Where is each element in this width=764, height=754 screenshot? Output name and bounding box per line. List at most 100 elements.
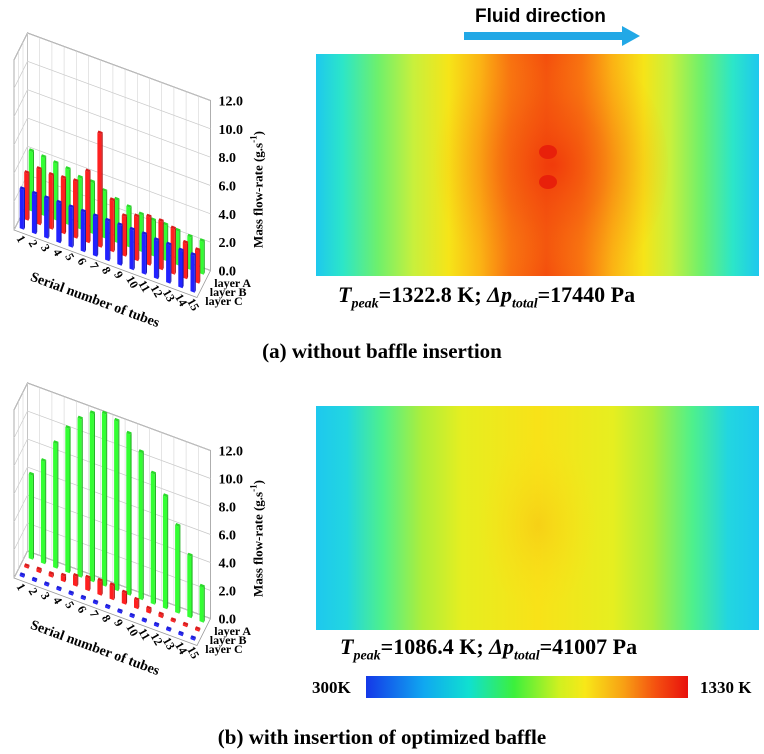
bar-layer-b-tube-5 — [73, 573, 79, 587]
bar-layer-c-tube-8 — [105, 603, 111, 610]
bar-layer-a-tube-15 — [199, 238, 205, 275]
bar-layer-c-tube-1 — [19, 186, 25, 230]
bar-layer-b-tube-12 — [158, 218, 164, 271]
fluid-direction-label: Fluid direction — [475, 6, 606, 27]
layer-label: layer B — [210, 285, 247, 299]
colorbar — [366, 676, 688, 698]
bar-layer-c-tube-5 — [68, 590, 74, 596]
bar-layer-c-tube-14 — [178, 247, 184, 289]
bar-layer-c-tube-8 — [105, 217, 111, 262]
bar-layer-c-tube-5 — [68, 204, 74, 248]
bars — [19, 130, 205, 293]
z-tick-label: 4.0 — [219, 557, 237, 572]
bar-layer-b-tube-6 — [85, 168, 91, 244]
bar-layer-b-tube-9 — [121, 589, 128, 605]
bar-layer-c-tube-1 — [19, 572, 25, 578]
bar-layer-b-tube-11 — [146, 213, 152, 266]
bar-layer-b-tube-10 — [134, 596, 140, 610]
bar-layer-b-tube-13 — [170, 617, 176, 623]
bar-layer-a-tube-6 — [89, 410, 95, 583]
caption-a: (a) without baffle insertion — [262, 339, 502, 363]
bar-layer-c-tube-3 — [44, 581, 50, 587]
fluid-direction-arrow-icon — [464, 26, 640, 46]
x-axis-title: Serial number of tubes — [28, 618, 162, 679]
bar-layer-b-tube-2 — [36, 166, 42, 226]
bar-layer-c-tube-15 — [190, 635, 196, 641]
layer-label: layer C — [205, 294, 242, 308]
bar-layer-c-tube-6 — [80, 208, 86, 253]
bar-chart-3d-b: 0.0 2.0 4.0 6.0 8.0 10.0 12.0 Mass flow-rate (g… — [13, 382, 266, 679]
bar-layer-b-tube-8 — [109, 197, 115, 253]
bar-layer-a-tube-5 — [77, 415, 83, 578]
bar-layer-c-tube-11 — [141, 617, 147, 623]
bar-layer-b-tube-11 — [146, 605, 152, 614]
z-tick-label: 8.0 — [219, 501, 237, 516]
bar-layer-b-tube-3 — [48, 172, 54, 230]
bar-layer-c-tube-11 — [141, 231, 147, 275]
z-tick-label: 6.0 — [219, 529, 237, 544]
bar-layer-a-tube-7 — [101, 410, 108, 587]
bar-layer-b-tube-2 — [36, 566, 42, 574]
bar-layer-a-tube-9 — [126, 430, 132, 596]
bar-layer-a-tube-12 — [162, 493, 169, 610]
bar-layer-b-tube-7 — [97, 130, 103, 248]
caption-b: (b) with insertion of optimized baffle — [217, 725, 547, 749]
bar-layer-a-tube-15 — [199, 583, 205, 623]
bar-layer-b-tube-4 — [60, 572, 67, 583]
z-tick-label: 12.0 — [219, 95, 244, 110]
bar-layer-b-tube-1 — [24, 170, 30, 221]
z-tick-label: 10.0 — [219, 473, 244, 488]
result-line-a: Tpeak=1322.8 K; Δptotal=17440 Pa — [338, 282, 636, 312]
bar-layer-c-tube-2 — [31, 190, 38, 235]
bar-layer-c-tube-13 — [166, 241, 172, 284]
temperature-contour-a — [316, 54, 759, 276]
z-tick-label: 10.0 — [219, 123, 244, 138]
bar-layer-b-tube-9 — [121, 213, 128, 257]
z-tick-label: 2.0 — [219, 236, 237, 251]
bar-layer-b-tube-1 — [24, 563, 30, 569]
bar-layer-c-tube-7 — [92, 213, 99, 257]
bar-layer-b-tube-3 — [48, 571, 54, 578]
bar-layer-a-tube-10 — [138, 449, 144, 601]
z-tick-label: 0.0 — [219, 265, 237, 280]
z-tick-label: 8.0 — [219, 151, 237, 166]
bar-layer-c-tube-13 — [166, 626, 172, 632]
z-tick-label: 2.0 — [219, 585, 237, 600]
bar-layer-b-tube-12 — [158, 611, 164, 619]
bar-layer-c-tube-6 — [80, 594, 86, 601]
temperature-contour-b — [316, 406, 759, 630]
bar-layer-b-tube-8 — [109, 582, 115, 601]
bar-layer-a-tube-4 — [65, 425, 71, 574]
bar-layer-c-tube-3 — [44, 195, 50, 239]
z-axis-title: Mass flow-rate (g.s-1) — [249, 131, 266, 248]
bar-layer-a-tube-3 — [53, 440, 59, 569]
bar-layer-c-tube-12 — [153, 621, 160, 628]
result-line-b: Tpeak=1086.4 K; Δptotal=41007 Pa — [340, 634, 638, 664]
bar-layer-c-tube-10 — [129, 226, 135, 271]
bar-layer-a-tube-13 — [175, 523, 181, 614]
bar-layer-b-tube-13 — [170, 225, 176, 275]
bar-layer-a-tube-2 — [40, 458, 47, 565]
bar-layer-c-tube-15 — [190, 252, 196, 293]
bars — [19, 410, 205, 641]
bar-layer-a-tube-1 — [28, 471, 34, 560]
bar-layer-a-tube-14 — [187, 552, 193, 619]
layer-label: layer C — [205, 642, 242, 656]
bar-layer-b-tube-15 — [195, 247, 201, 284]
bar-layer-c-tube-9 — [117, 222, 123, 266]
bar-layer-b-tube-14 — [182, 621, 189, 628]
bar-layer-b-tube-6 — [85, 574, 91, 592]
layer-label: layer A — [214, 276, 251, 290]
bar-layer-b-tube-10 — [134, 213, 140, 262]
z-tick-label: 12.0 — [219, 445, 244, 460]
bar-layer-c-tube-9 — [117, 608, 123, 614]
bar-layer-b-tube-5 — [73, 178, 79, 239]
bar-layer-c-tube-7 — [92, 599, 99, 605]
colorbar-max-label: 1330 K — [700, 678, 752, 697]
bar-layer-b-tube-15 — [195, 626, 201, 632]
bar-chart-3d-a: 0.0 2.0 4.0 6.0 8.0 10.0 12.0 Mass flow-rate (g… — [13, 32, 266, 331]
bar-layer-a-tube-9 — [126, 204, 132, 248]
bar-layer-a-tube-8 — [114, 417, 120, 592]
layer-label: layer A — [214, 624, 251, 638]
